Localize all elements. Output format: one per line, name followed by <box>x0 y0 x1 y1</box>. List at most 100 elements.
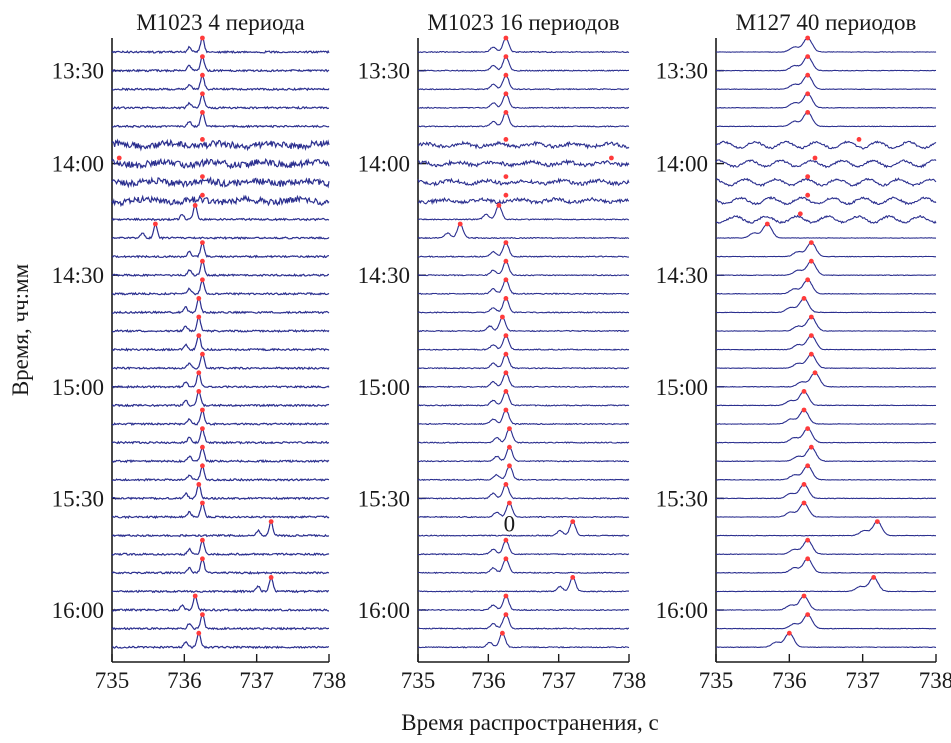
trace-19 <box>715 372 936 388</box>
annotation: 0 <box>504 512 516 537</box>
trace-15 <box>417 298 630 314</box>
peak-marker-6 <box>856 137 862 142</box>
peak-marker-16 <box>808 314 814 320</box>
peak-marker-18 <box>808 351 814 357</box>
x-tick-label: 735 <box>95 668 130 693</box>
peak-marker-8 <box>805 174 811 180</box>
trace-19 <box>111 371 330 389</box>
peak-marker-14 <box>805 277 811 283</box>
x-tick-label: 737 <box>541 668 576 693</box>
trace-14 <box>715 278 937 295</box>
peak-marker-7 <box>609 155 614 161</box>
trace-25 <box>111 484 330 501</box>
trace-5 <box>111 110 330 129</box>
trace-26 <box>417 502 630 519</box>
peak-marker-29 <box>200 556 205 562</box>
peak-marker-28 <box>200 537 205 543</box>
trace-6 <box>417 140 630 150</box>
trace-21 <box>111 409 330 426</box>
peak-marker-1 <box>503 35 509 41</box>
panel-title: М1023 4 периода <box>136 10 305 35</box>
peak-marker-8 <box>503 174 509 180</box>
trace-33 <box>715 632 937 649</box>
peak-marker-11 <box>457 221 463 227</box>
trace-29 <box>417 557 630 575</box>
trace-15 <box>715 297 937 314</box>
trace-9 <box>417 196 629 206</box>
y-tick-label: 15:00 <box>656 375 708 400</box>
peak-marker-11 <box>153 221 158 227</box>
trace-17 <box>111 333 330 352</box>
peak-marker-25 <box>801 482 807 487</box>
x-tick-label: 735 <box>699 668 734 693</box>
peak-marker-17 <box>196 333 202 338</box>
trace-24 <box>417 465 630 482</box>
x-tick-label: 736 <box>772 668 807 693</box>
trace-10 <box>111 205 330 222</box>
y-tick-label: 16:00 <box>656 598 708 623</box>
peak-marker-24 <box>200 463 205 469</box>
peak-marker-32 <box>805 612 811 617</box>
trace-20 <box>715 390 937 407</box>
trace-13 <box>715 260 936 277</box>
trace-33 <box>417 632 630 649</box>
peak-marker-12 <box>200 240 205 246</box>
trace-3 <box>716 74 937 91</box>
trace-17 <box>715 334 936 351</box>
y-tick-label: 15:30 <box>52 486 104 511</box>
trace-22 <box>417 428 630 444</box>
trace-6 <box>111 138 330 152</box>
trace-21 <box>417 409 630 426</box>
peak-marker-32 <box>200 612 205 617</box>
trace-33 <box>111 632 330 650</box>
trace-12 <box>417 242 630 258</box>
peak-marker-22 <box>200 426 205 431</box>
peak-marker-25 <box>196 482 202 487</box>
peak-marker-20 <box>196 389 202 394</box>
trace-18 <box>111 351 330 371</box>
y-tick-label: 16:00 <box>358 598 410 623</box>
peak-marker-5 <box>503 110 509 115</box>
trace-19 <box>417 372 630 388</box>
peak-marker-7 <box>812 155 818 161</box>
y-tick-label: 13:30 <box>656 59 708 84</box>
peak-marker-3 <box>805 72 811 78</box>
trace-2 <box>417 55 630 72</box>
trace-23 <box>111 446 330 464</box>
trace-31 <box>417 595 630 612</box>
panel-title: М1023 16 периодов <box>427 10 619 35</box>
peak-marker-33 <box>786 630 792 636</box>
y-tick-label: 14:00 <box>358 152 410 177</box>
peak-marker-2 <box>200 54 205 59</box>
peak-marker-4 <box>200 91 205 97</box>
peak-marker-15 <box>503 296 509 301</box>
y-tick-label: 15:30 <box>656 486 708 511</box>
peak-marker-8 <box>200 174 205 180</box>
y-axis-label: Время, чч:мм <box>8 263 33 396</box>
trace-28 <box>715 539 937 556</box>
trace-22 <box>715 427 937 444</box>
y-tick-label: 15:00 <box>358 375 410 400</box>
peak-marker-33 <box>500 630 505 636</box>
trace-2 <box>715 55 937 72</box>
trace-31 <box>111 596 329 612</box>
x-tick-label: 738 <box>919 668 951 693</box>
y-tick-label: 14:00 <box>52 152 104 177</box>
peak-marker-27 <box>268 519 274 524</box>
trace-4 <box>111 92 330 110</box>
peak-marker-2 <box>805 54 811 59</box>
trace-8 <box>111 176 330 189</box>
peak-marker-13 <box>808 258 814 264</box>
peak-marker-9 <box>503 192 509 198</box>
peak-marker-33 <box>196 630 202 636</box>
trace-18 <box>715 353 937 370</box>
x-tick-label: 738 <box>312 668 347 693</box>
peak-marker-16 <box>500 314 505 320</box>
x-tick-label: 736 <box>167 668 202 693</box>
peak-marker-24 <box>805 463 811 469</box>
peak-marker-26 <box>200 500 205 506</box>
trace-26 <box>111 502 330 520</box>
trace-1 <box>111 36 330 55</box>
trace-11 <box>417 223 630 240</box>
peak-marker-13 <box>200 258 205 264</box>
